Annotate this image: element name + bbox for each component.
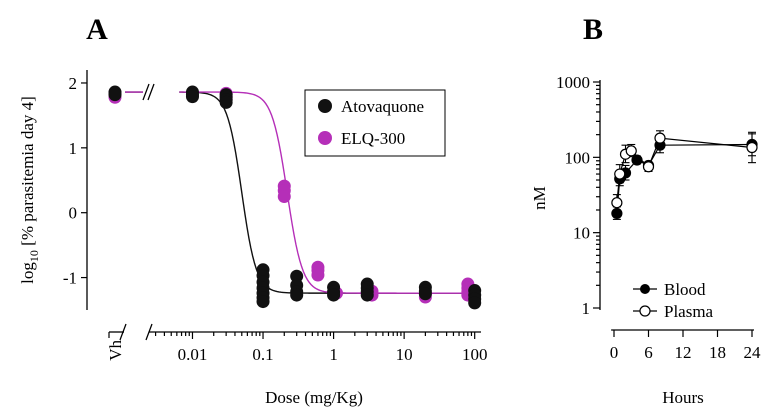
data-point-atovaquone	[360, 288, 374, 302]
legend-label-atovaquone: Atovaquone	[341, 97, 424, 116]
x-tick-label-vehicle: Vh	[106, 340, 125, 361]
data-point-atovaquone-vehicle	[108, 88, 122, 102]
data-point-atovaquone	[256, 295, 270, 309]
legend-marker-plasma	[639, 305, 651, 317]
legend-marker-blood	[640, 284, 650, 294]
data-point-atovaquone	[327, 288, 341, 302]
data-point-atovaquone	[418, 287, 432, 301]
pk-point-plasma	[642, 161, 655, 173]
curve-break-mark	[142, 83, 150, 101]
data-point-atovaquone	[468, 296, 482, 310]
pk-series	[611, 130, 758, 220]
pk-y-tick-label: 1000	[556, 73, 590, 92]
legend-marker-atovaquone	[318, 99, 332, 113]
pk-point-plasma	[746, 141, 758, 154]
pk-y-tick-label: 10	[573, 224, 590, 243]
pk-x-tick-label: 18	[709, 343, 726, 362]
data-point-atovaquone	[290, 288, 304, 302]
y-tick-label: 0	[69, 204, 78, 223]
panel-a-letter: A	[86, 13, 108, 46]
pk-point-plasma	[625, 145, 637, 157]
legend-marker-elq300	[318, 131, 332, 145]
x-tick-label: 10	[396, 345, 413, 364]
data-point-elq300	[311, 268, 325, 282]
x-tick-label: 0.01	[178, 345, 208, 364]
pk-line-plasma	[616, 137, 753, 203]
pk-legend: Blood Plasma	[633, 280, 714, 321]
y-axis-label: log10 [% parasitemia day 4]	[18, 96, 41, 284]
dose-response-ticks: 210-1Vh 0.01 0.1 1 10 100	[63, 74, 488, 364]
data-point-elq300	[277, 189, 291, 203]
data-point-atovaquone	[219, 95, 233, 109]
legend-label-plasma: Plasma	[664, 302, 714, 321]
pk-x-tick-label: 0	[610, 343, 619, 362]
pk-point-plasma	[614, 168, 626, 180]
legend-label-blood: Blood	[664, 280, 706, 299]
data-point-atovaquone	[185, 90, 199, 104]
dose-response-points	[108, 85, 482, 310]
legend-label-elq300: ELQ-300	[341, 129, 405, 148]
pk-x-tick-label: 6	[644, 343, 653, 362]
x-tick-label: 1	[329, 345, 338, 364]
pk-y-tick-label: 100	[565, 148, 591, 167]
y-tick-label: 2	[69, 74, 78, 93]
legend: Atovaquone ELQ-300	[304, 89, 446, 157]
x-axis-label: Dose (mg/Kg)	[265, 388, 363, 407]
pk-x-axis-label: Hours	[662, 388, 704, 407]
data-point-atovaquone	[290, 269, 304, 283]
pk-x-tick-label: 24	[744, 343, 762, 362]
pk-y-axis-label: nM	[530, 186, 549, 210]
curve-break-mark	[147, 83, 155, 101]
x-axis-break-mark	[119, 323, 127, 341]
panel-b-letter: B	[583, 13, 603, 46]
dose-response-chart: 210-1Vh 0.01 0.1 1 10 100 log10 [% parasitemi…	[18, 70, 487, 407]
pk-point-plasma	[654, 132, 666, 144]
y-tick-label: -1	[63, 269, 77, 288]
y-tick-label: 1	[69, 139, 78, 158]
x-tick-label: 100	[462, 345, 488, 364]
pk-x-tick-label: 12	[675, 343, 692, 362]
pk-y-tick-label: 1	[582, 299, 591, 318]
pk-point-plasma	[611, 197, 623, 209]
x-tick-label: 0.1	[252, 345, 273, 364]
